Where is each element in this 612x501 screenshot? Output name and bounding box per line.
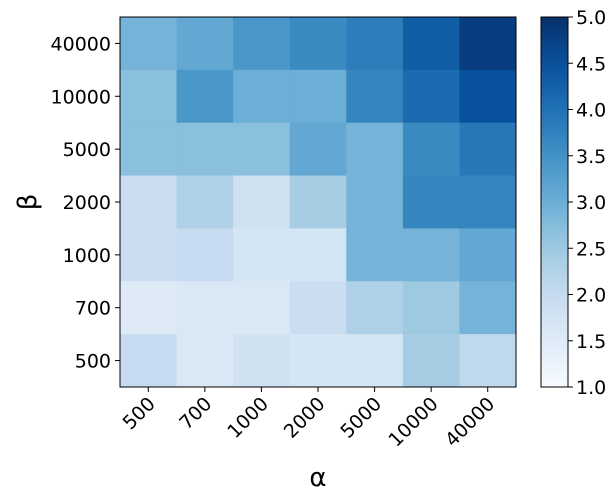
y-tick-label: 5000 <box>63 139 111 161</box>
x-axis-label: α <box>309 463 326 493</box>
heatmap-cell <box>346 281 404 335</box>
colorbar-tick-label: 3.0 <box>576 192 606 214</box>
colorbar-ticks: 1.0 1.5 2.0 2.5 3.0 3.5 4.0 4.5 5.0 <box>568 7 606 399</box>
colorbar <box>540 16 569 388</box>
heatmap-cell <box>346 122 404 177</box>
y-tick-label: 700 <box>75 298 111 320</box>
heatmap-cell <box>346 228 404 282</box>
heatmap-cell <box>120 281 178 335</box>
heatmap-cell <box>289 281 347 335</box>
heatmap-cell <box>289 175 347 229</box>
heatmap-cell <box>289 17 347 71</box>
heatmap-cell <box>346 69 404 124</box>
heatmap-cell <box>233 122 291 177</box>
heatmap-cell <box>402 69 460 124</box>
heatmap-cell <box>176 228 234 282</box>
heatmap-cell <box>176 122 234 177</box>
heatmap-cell <box>120 175 178 229</box>
heatmap-cell <box>120 334 178 388</box>
heatmap-cell <box>176 175 234 229</box>
heatmap-cell <box>120 69 178 124</box>
heatmap-cell <box>289 228 347 282</box>
colorbar-tick-label: 5.0 <box>576 7 606 29</box>
x-tick-label: 2000 <box>280 393 330 443</box>
heatmap-cell <box>176 334 234 388</box>
heatmap-cell <box>346 17 404 71</box>
heatmap-cell <box>120 122 178 177</box>
heatmap-cell <box>402 281 460 335</box>
heatmap-cell <box>459 281 517 335</box>
x-tick-label: 40000 <box>441 393 499 451</box>
heatmap-cell <box>289 69 347 124</box>
heatmap-cell <box>233 228 291 282</box>
x-tick-label: 500 <box>119 393 160 434</box>
y-axis-ticks: 40000 10000 5000 2000 1000 700 500 <box>51 33 120 373</box>
heatmap-cell <box>459 17 517 71</box>
heatmap-cell <box>233 281 291 335</box>
x-tick-label: 700 <box>175 393 216 434</box>
heatmap-cells <box>120 17 517 388</box>
heatmap-cell <box>233 17 291 71</box>
heatmap-cell <box>233 175 291 229</box>
colorbar-tick-label: 3.5 <box>576 146 606 168</box>
x-tick-label: 10000 <box>384 393 442 451</box>
heatmap-cell <box>289 334 347 388</box>
heatmap-cell <box>402 175 460 229</box>
heatmap-cell <box>459 228 517 282</box>
y-axis-label: β <box>13 194 43 211</box>
heatmap-cell <box>289 122 347 177</box>
y-tick-label: 500 <box>75 351 111 373</box>
colorbar-tick-label: 4.5 <box>576 53 606 75</box>
y-tick-label: 1000 <box>63 245 111 267</box>
heatmap-cell <box>120 228 178 282</box>
heatmap-cell <box>402 122 460 177</box>
x-tick-label: 5000 <box>336 393 386 443</box>
heatmap-cell <box>176 281 234 335</box>
heatmap-cell <box>459 69 517 124</box>
heatmap-cell <box>402 334 460 388</box>
x-tick-label: 1000 <box>223 393 273 443</box>
heatmap-cell <box>176 69 234 124</box>
y-tick-label: 40000 <box>51 33 111 55</box>
heatmap-cell <box>120 17 178 71</box>
heatmap-cell <box>233 334 291 388</box>
heatmap-cell <box>459 175 517 229</box>
heatmap-cell <box>402 17 460 71</box>
colorbar-tick-label: 4.0 <box>576 100 606 122</box>
heatmap-cell <box>346 175 404 229</box>
colorbar-tick-label: 1.5 <box>576 331 606 353</box>
heatmap-cell <box>459 334 517 388</box>
heatmap-cell <box>233 69 291 124</box>
colorbar-tick-label: 2.0 <box>576 285 606 307</box>
heatmap-cell <box>402 228 460 282</box>
y-tick-label: 10000 <box>51 86 111 108</box>
colorbar-tick-label: 1.0 <box>576 377 606 399</box>
heatmap-cell <box>459 122 517 177</box>
heatmap-cell <box>346 334 404 388</box>
y-tick-label: 2000 <box>63 192 111 214</box>
colorbar-tick-label: 2.5 <box>576 238 606 260</box>
heatmap-cell <box>176 17 234 71</box>
